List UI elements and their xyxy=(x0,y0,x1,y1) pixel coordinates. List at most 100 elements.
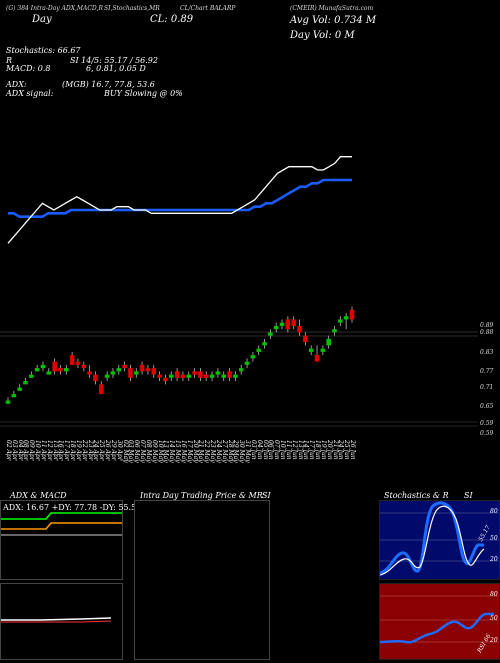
candle-body[interactable] xyxy=(221,374,227,378)
candle-body[interactable] xyxy=(279,322,285,326)
candle-body[interactable] xyxy=(157,374,162,378)
candle-body[interactable] xyxy=(233,374,238,378)
candle-body[interactable] xyxy=(320,348,326,352)
adx-panel-readout: ADX: 16.67 +DY: 77.78 -DY: 55.56 xyxy=(3,503,142,512)
day-label: Day xyxy=(32,14,52,25)
candle-body[interactable] xyxy=(262,342,267,346)
price-chart[interactable] xyxy=(0,0,500,440)
candle-body[interactable] xyxy=(203,374,209,378)
candle-body[interactable] xyxy=(81,364,87,369)
stochastics-plot xyxy=(379,501,499,576)
candle-body[interactable] xyxy=(326,338,331,346)
candle-body[interactable] xyxy=(69,355,75,365)
price-axis-label: 0.59 xyxy=(480,420,494,427)
date-label: 12 Apr xyxy=(45,440,53,461)
intraday-si: SI xyxy=(262,491,271,500)
candle-body[interactable] xyxy=(52,361,57,372)
candle-body[interactable] xyxy=(168,374,174,378)
candle-body[interactable] xyxy=(250,355,256,359)
price-axis-label: 0.89 xyxy=(480,322,494,329)
candle-body[interactable] xyxy=(209,374,215,378)
rsi-axis-80: 80 xyxy=(490,591,498,598)
candle-body[interactable] xyxy=(11,394,17,398)
stoch-axis-50: 50 xyxy=(490,535,498,542)
header-left: (G) 384 Intra-Day ADX,MACD,R xyxy=(6,5,103,12)
rsi-panel[interactable] xyxy=(379,583,500,660)
candle-body[interactable] xyxy=(34,368,40,372)
candle-body[interactable] xyxy=(116,368,122,372)
candle-body[interactable] xyxy=(308,348,314,352)
candle-body[interactable] xyxy=(215,371,221,375)
candle-body[interactable] xyxy=(128,368,133,378)
date-axis: 02 Apr 03 Apr 04 Apr 08 Apr 09 Apr 10 Apr 11 A… xyxy=(0,440,380,480)
candle-body[interactable] xyxy=(244,361,250,365)
candle-body[interactable] xyxy=(110,371,116,375)
candle-body[interactable] xyxy=(145,368,151,372)
candle-body[interactable] xyxy=(93,374,98,382)
avg-volume: Avg Vol: 0.734 M xyxy=(290,15,377,26)
candle-body[interactable] xyxy=(64,368,69,372)
rsi-line xyxy=(379,612,494,644)
stochastics-readout: Stochastics: 66.67 xyxy=(6,46,81,55)
candle-body[interactable] xyxy=(139,364,145,372)
candle-body[interactable] xyxy=(104,374,110,378)
header-site: (CMEIR) MunafaSutra.com xyxy=(290,5,374,12)
ma-short-line xyxy=(7,156,352,244)
adx-signal-value: BUY Slowing @ 0% xyxy=(104,89,183,98)
candle-body[interactable] xyxy=(58,368,63,372)
stochastics-r: R xyxy=(6,56,13,65)
ma-long-line xyxy=(8,178,352,218)
candle-body[interactable] xyxy=(227,371,232,378)
candle-body[interactable] xyxy=(46,371,52,375)
intraday-panel[interactable] xyxy=(134,500,270,660)
candle-body[interactable] xyxy=(98,384,104,395)
candle-body[interactable] xyxy=(285,319,291,330)
stoch-axis-20: 20 xyxy=(490,556,498,563)
candle-body[interactable] xyxy=(122,364,127,369)
adx-panel[interactable] xyxy=(0,500,123,580)
candle-body[interactable] xyxy=(273,325,279,330)
candle-body[interactable] xyxy=(192,371,197,375)
candle-body[interactable] xyxy=(332,329,337,333)
candle-body[interactable] xyxy=(17,387,22,391)
header-mid: SI,Stochastics,MR xyxy=(104,5,160,12)
candle-body[interactable] xyxy=(314,355,320,362)
date-label: 19 Jun xyxy=(319,440,327,460)
candle-body[interactable] xyxy=(291,319,296,326)
candle-body[interactable] xyxy=(186,374,192,378)
candle-body[interactable] xyxy=(75,361,81,365)
stoch-panel-title: Stochastics & R xyxy=(384,491,449,500)
adx-plot xyxy=(1,512,122,536)
stoch-panel-si: SI xyxy=(464,491,473,500)
candle-body[interactable] xyxy=(151,368,157,375)
candle-body[interactable] xyxy=(349,309,355,320)
macd-panel[interactable] xyxy=(0,583,123,660)
candle-body[interactable] xyxy=(133,371,139,375)
price-axis-label: 0.88 xyxy=(480,329,494,336)
candle-body[interactable] xyxy=(256,348,262,352)
adx-line-green xyxy=(1,512,122,520)
candle-body[interactable] xyxy=(5,400,11,404)
candle-body[interactable] xyxy=(238,368,244,372)
candle-body[interactable] xyxy=(303,335,308,343)
candle-body[interactable] xyxy=(23,381,28,385)
candle-body[interactable] xyxy=(40,364,46,369)
candle-body[interactable] xyxy=(198,371,203,378)
candle-body[interactable] xyxy=(180,374,186,378)
candle-body[interactable] xyxy=(174,371,180,378)
macd-values: 6, 0.81, 0.05 D xyxy=(86,64,146,73)
header-right: CL/Chart BALARP xyxy=(180,5,236,12)
date-label: 20 Jun xyxy=(325,440,333,460)
candle-body[interactable] xyxy=(297,325,302,333)
candle-body[interactable] xyxy=(29,374,34,378)
candle-body[interactable] xyxy=(268,332,273,336)
date-label: 17 May xyxy=(185,440,193,463)
candle-body[interactable] xyxy=(343,316,349,320)
date-label: 11 Jun xyxy=(284,440,292,460)
date-label: 03 Jun xyxy=(249,440,257,460)
candle-body[interactable] xyxy=(338,319,343,323)
candle-body[interactable] xyxy=(87,371,92,375)
candle-body[interactable] xyxy=(163,377,168,382)
adx-signal-label: ADX signal: xyxy=(6,89,54,98)
day-volume: Day Vol: 0 M xyxy=(290,30,355,41)
